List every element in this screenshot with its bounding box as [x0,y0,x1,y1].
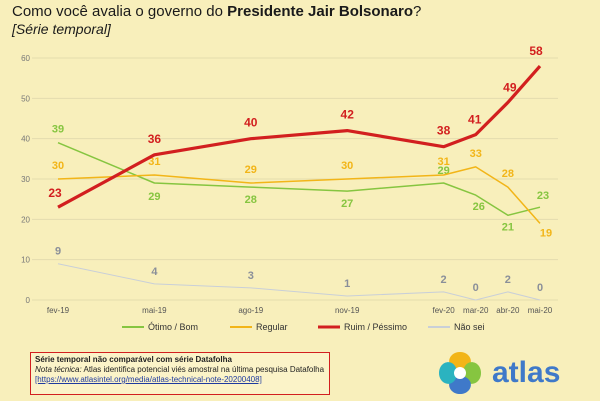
x-tick-label: nov-19 [335,306,360,315]
data-label: 23 [537,190,549,202]
x-tick-label: fev-19 [47,306,70,315]
atlas-logo: atlas [432,350,572,396]
series-line [57,166,541,224]
atlas-logo-icon [439,352,481,394]
data-label: 49 [503,80,517,94]
legend-label: Regular [256,322,288,332]
note-line-2: Nota técnica: Atlas identifica potencial… [35,365,325,375]
title-prefix: Como você avalia o governo do [12,3,228,20]
data-label: 58 [529,44,543,58]
data-label: 40 [244,116,258,130]
data-label: 21 [502,221,514,233]
data-label: 19 [540,227,552,239]
data-label: 29 [245,164,257,176]
legend-label: Ruim / Péssimo [344,322,407,332]
legend-label: Ótimo / Bom [148,322,198,332]
data-label: 31 [437,156,449,168]
data-label: 2 [505,274,511,286]
chart-title: Como você avalia o governo do Presidente… [12,3,421,20]
y-tick-label: 60 [21,54,30,63]
logo-petal [439,362,457,384]
data-label: 1 [344,278,350,290]
data-label: 28 [502,168,514,180]
series-line [57,142,541,217]
x-tick-label: mai-19 [142,306,167,315]
note-text: Atlas identifica potencial viés amostral… [81,365,325,374]
data-label: 3 [248,270,254,282]
data-label: 42 [341,108,355,122]
note-link[interactable]: [https://www.atlasintel.org/media/atlas-… [35,375,262,384]
data-label: 27 [341,198,353,210]
data-label: 30 [52,160,64,172]
data-label: 0 [537,282,543,294]
y-tick-label: 10 [21,256,30,265]
chart-subtitle: [Série temporal] [12,21,111,37]
data-label: 30 [341,160,353,172]
x-tick-label: fev-20 [432,306,455,315]
data-label: 23 [48,186,62,200]
data-label: 28 [245,194,257,206]
logo-center [454,367,466,379]
data-label: 29 [148,191,160,203]
note-line-1: Série temporal não comparável com série … [35,355,232,364]
title-bold: Presidente Jair Bolsonaro [227,3,414,20]
data-label: 2 [441,274,447,286]
series-line [57,65,542,209]
data-label: 0 [473,282,479,294]
note-label: Nota técnica: [35,365,82,374]
data-label: 4 [151,266,158,278]
y-tick-label: 30 [21,175,30,184]
y-tick-label: 0 [26,296,31,305]
x-tick-label: ago-19 [238,306,263,315]
data-label: 31 [148,156,160,168]
x-tick-label: abr-20 [496,306,520,315]
data-label: 9 [55,246,61,258]
y-tick-label: 50 [21,94,30,103]
data-label: 33 [470,148,482,160]
data-label: 26 [473,201,485,213]
data-label: 41 [468,113,482,127]
technical-note-box: Série temporal não comparável com série … [30,352,330,395]
x-tick-label: mai-20 [528,306,553,315]
data-label: 36 [148,132,162,146]
x-tick-label: mar-20 [463,306,489,315]
data-label: 38 [437,124,451,138]
title-suffix: ? [413,3,422,20]
legend-label: Não sei [454,322,485,332]
y-tick-label: 40 [21,135,30,144]
data-label: 39 [52,124,64,136]
atlas-logo-text: atlas [492,356,561,389]
series-line [57,263,541,301]
y-tick-label: 20 [21,215,30,224]
